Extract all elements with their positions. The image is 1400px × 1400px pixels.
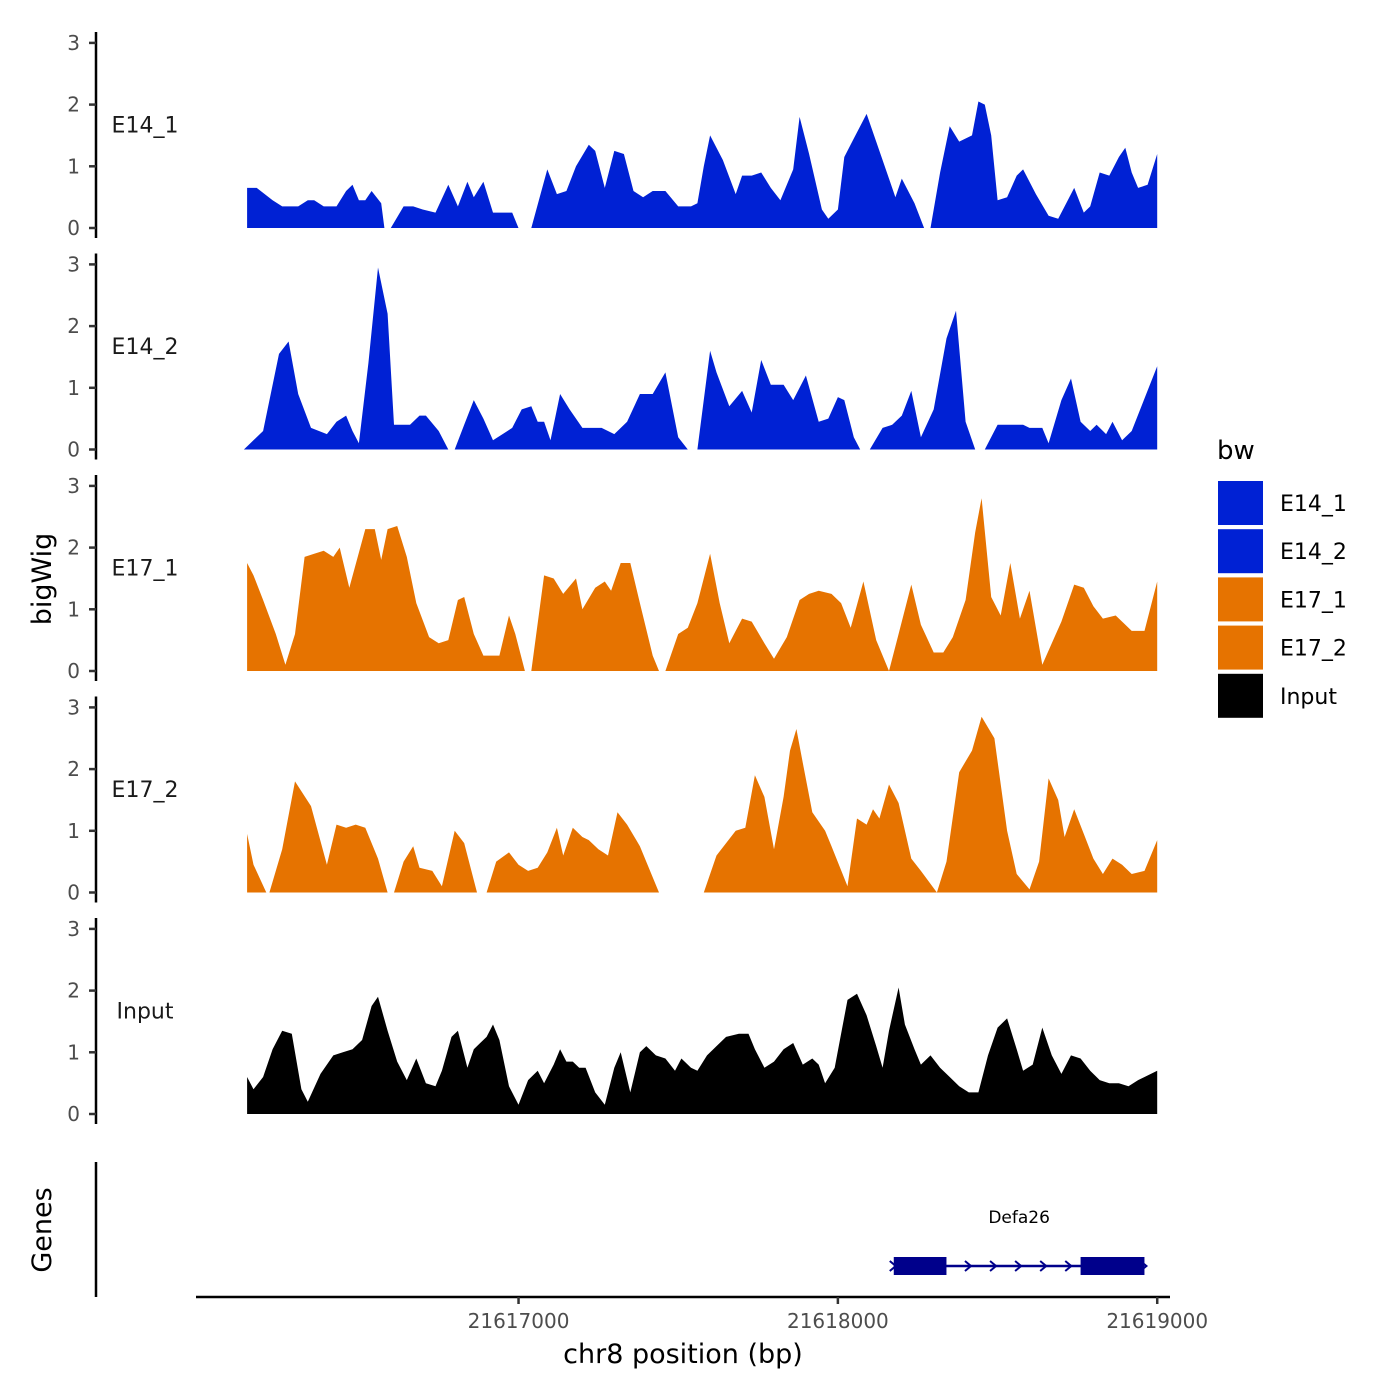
track-e17-2-y-tick-label: 2: [67, 757, 80, 781]
track-input-y-tick-label: 1: [67, 1040, 80, 1064]
track-e17-2: 0 1 2 3 E17_2: [67, 695, 1158, 905]
legend-label-e14-2: E14_2: [1280, 540, 1347, 565]
track-e14-2-area: [243, 267, 1158, 450]
x-axis-title: chr8 position (bp): [563, 1339, 803, 1370]
genes-axis-title: Genes: [27, 1187, 58, 1272]
track-e14-1-y-tick-label: 1: [67, 154, 80, 178]
genes-track: Defa26: [94, 1162, 1149, 1297]
legend-label-e17-2: E17_2: [1280, 637, 1347, 662]
track-e17-1-label: E17_1: [112, 556, 179, 581]
track-input-y-tick-label: 2: [67, 979, 80, 1003]
track-e17-2-label: E17_2: [112, 778, 179, 803]
track-e17-1: 0 1 2 3 E17_1: [67, 474, 1158, 683]
legend-swatch-e14-2: [1218, 529, 1263, 574]
track-input: 0 1 2 3 Input: [67, 917, 1158, 1126]
x-tick-label: 21618000: [787, 1309, 889, 1333]
track-e14-1-label: E14_1: [112, 113, 179, 138]
track-e17-2-y-tick-label: 1: [67, 819, 80, 843]
track-e14-1-y-tick-label: 3: [67, 31, 80, 55]
track-e17-1-y-tick-label: 3: [67, 474, 80, 498]
legend-swatch-e14-1: [1218, 481, 1263, 525]
track-e14-1-area: [247, 101, 1158, 228]
x-tick-label: 21617000: [468, 1309, 570, 1333]
y-axis-title: bigWig: [27, 533, 58, 626]
track-input-y-tick-label: 0: [67, 1102, 80, 1126]
legend-swatch-input: [1218, 673, 1263, 718]
track-e17-1-area: [247, 498, 1158, 671]
track-e14-2-y-tick-label: 0: [67, 438, 80, 462]
track-e14-2-label: E14_2: [112, 335, 179, 360]
legend-swatch-e17-1: [1218, 577, 1263, 622]
gene-strand-chevron: [1064, 1260, 1073, 1272]
track-input-y-tick-label: 3: [67, 917, 80, 941]
gene-exon: [1080, 1257, 1145, 1275]
legend-label-e14-1: E14_1: [1280, 492, 1347, 517]
gene-exon: [893, 1257, 947, 1275]
gene-strand-chevron: [1014, 1260, 1023, 1272]
track-e14-2: 0 1 2 3 E14_2: [67, 252, 1158, 462]
track-e14-1: 0 1 2 3 E14_1: [67, 31, 1158, 240]
legend-title: bw: [1217, 436, 1255, 466]
gene-defa26: Defa26: [889, 1208, 1149, 1275]
track-e17-2-area: [247, 716, 1158, 893]
legend-label-input: Input: [1280, 685, 1337, 710]
x-axis: 21617000 21618000 21619000: [196, 1295, 1208, 1333]
track-e14-2-y-tick-label: 2: [67, 314, 80, 338]
track-e17-1-y-tick-label: 2: [67, 536, 80, 560]
legend-swatch-e17-2: [1218, 625, 1263, 670]
track-e14-2-y-tick-label: 1: [67, 376, 80, 400]
track-e17-2-y-tick-label: 0: [67, 881, 80, 905]
track-e17-2-y-tick-label: 3: [67, 695, 80, 719]
track-e14-2-y-tick-label: 3: [67, 252, 80, 276]
track-input-label: Input: [117, 999, 174, 1024]
x-tick-label: 21619000: [1106, 1309, 1208, 1333]
track-e17-1-y-tick-label: 1: [67, 597, 80, 621]
legend-label-e17-1: E17_1: [1280, 588, 1347, 613]
gene-strand-chevron: [989, 1260, 998, 1272]
track-input-area: [247, 987, 1158, 1114]
track-e14-1-y-tick-label: 2: [67, 93, 80, 117]
gene-strand-chevron: [1039, 1260, 1048, 1272]
legend: bw E14_1 E14_2 E17_1 E17_2 Input: [1217, 436, 1347, 718]
signal-tracks: 0 1 2 3 E14_1 0 1 2 3 E14_2 0 1 2 3 E17_1 0 1 2 3 E17_2 0 1 2 3…: [67, 31, 1158, 1126]
track-e14-1-y-tick-label: 0: [67, 216, 80, 240]
gene-label: Defa26: [988, 1208, 1050, 1228]
track-e17-1-y-tick-label: 0: [67, 659, 80, 683]
gene-strand-chevron: [964, 1260, 973, 1272]
